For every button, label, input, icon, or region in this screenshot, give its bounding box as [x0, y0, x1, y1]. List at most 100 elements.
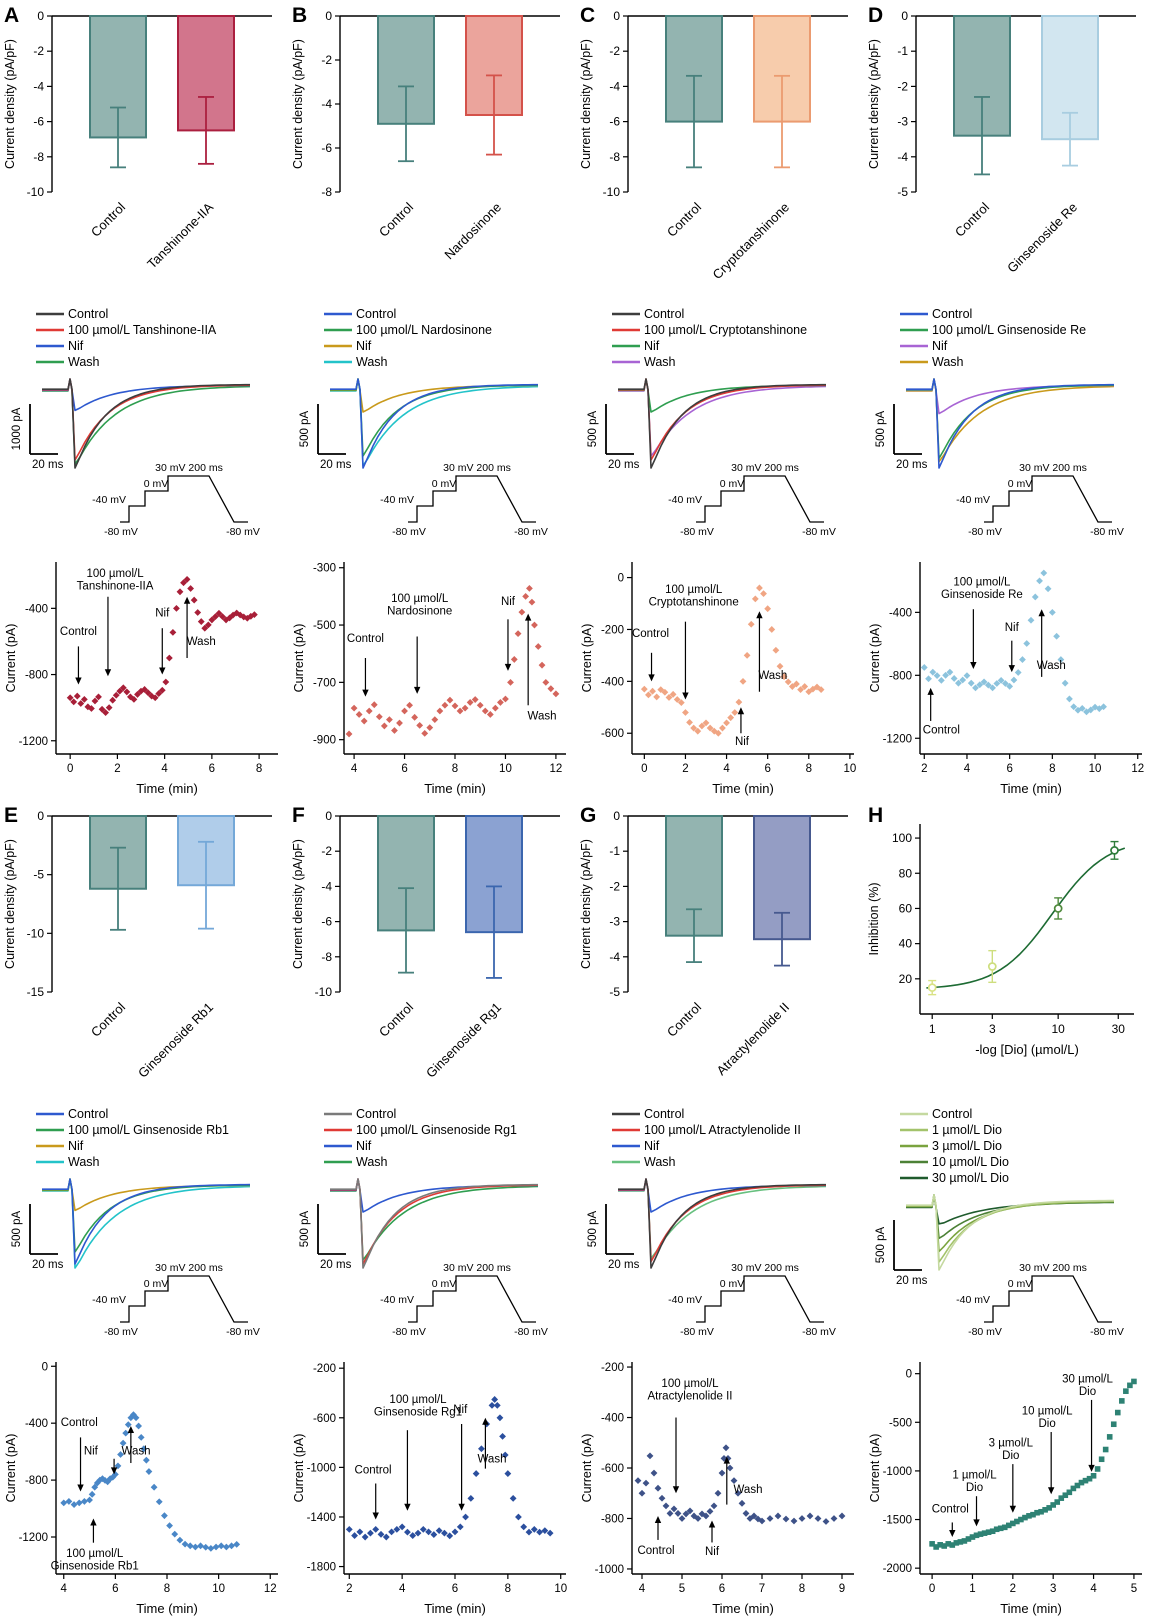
annotation-text: 100 µmol/L Atractylenolide II	[647, 1378, 732, 1403]
annotation-text: 1 µmol/L Dio	[952, 1470, 997, 1495]
svg-text:-40 mV: -40 mV	[668, 1294, 702, 1306]
data-point	[150, 1483, 158, 1491]
svg-text:-1200: -1200	[19, 1532, 48, 1544]
svg-text:30 mV 200 ms: 30 mV 200 ms	[155, 1262, 223, 1274]
data-point	[706, 1508, 714, 1515]
data-point	[678, 1515, 686, 1522]
data-point	[526, 584, 533, 592]
annotation-text: Control	[632, 628, 669, 640]
bar-chart-svg: 0 -1 -2 -3 -4 -5 Current density (pA/pF) Contro…	[579, 809, 848, 1078]
data-point	[1054, 1499, 1061, 1505]
svg-text:8: 8	[505, 1583, 511, 1595]
data-point	[534, 643, 542, 650]
svg-text:Ginsenoside Re: Ginsenoside Re	[1004, 200, 1080, 276]
data-point	[75, 1499, 83, 1507]
svg-text:2: 2	[114, 763, 120, 775]
svg-text:Ginsenoside Rg1: Ginsenoside Rg1	[423, 1000, 504, 1081]
svg-text:3: 3	[1050, 1583, 1056, 1595]
voltage-protocol	[120, 1275, 248, 1323]
data-point	[984, 681, 992, 689]
svg-text:Control: Control	[356, 307, 396, 321]
svg-text:4: 4	[399, 1583, 406, 1595]
data-point	[805, 688, 813, 696]
annotation-text: Control	[932, 1504, 969, 1516]
data-point	[653, 693, 661, 701]
svg-text:-4: -4	[609, 950, 620, 964]
svg-text:Current density (pA/pF): Current density (pA/pF)	[3, 839, 17, 969]
svg-text:100 µmol/L Ginsenoside Rb1: 100 µmol/L Ginsenoside Rb1	[68, 1123, 229, 1137]
data-point	[774, 1512, 782, 1520]
data-point	[350, 704, 358, 712]
data-point	[1048, 608, 1056, 616]
data-point	[105, 704, 113, 712]
data-point	[406, 701, 413, 709]
svg-text:12: 12	[264, 1583, 277, 1595]
data-point	[665, 694, 673, 701]
data-point	[718, 1469, 726, 1477]
data-point	[501, 1451, 509, 1459]
data-point	[456, 707, 464, 715]
svg-text:-800: -800	[601, 1513, 624, 1525]
data-point	[967, 679, 975, 687]
svg-text:12: 12	[1131, 763, 1144, 775]
data-point	[1031, 593, 1039, 601]
svg-text:Current (pA): Current (pA)	[580, 1434, 594, 1503]
data-point	[801, 683, 809, 690]
svg-text:-400: -400	[25, 603, 48, 615]
svg-text:100 µmol/L Nardosinone: 100 µmol/L Nardosinone	[356, 323, 492, 337]
panel-f-bar-chart: 0 -2 -4 -6 -8 -10 Current density (pA/pF) Contr…	[288, 800, 576, 1100]
svg-text:-1: -1	[609, 844, 620, 858]
panel-letter-d: D	[868, 4, 884, 27]
data-point	[148, 692, 156, 700]
data-point	[1036, 577, 1043, 585]
arrow-head	[927, 687, 934, 695]
svg-text:Nif: Nif	[644, 339, 660, 353]
annotation-text: 100 µmol/L Ginsenoside Rg1	[374, 1394, 462, 1419]
timecourse-svg: 0 -400 -800 -1200 4 6 8 10 12 Time (min) Current (…	[4, 1361, 278, 1616]
annotation-text: 30 µmol/L Dio	[1062, 1373, 1113, 1398]
data-point	[830, 1515, 838, 1522]
svg-text:Control: Control	[644, 1107, 684, 1121]
data-point	[957, 1539, 964, 1545]
panel-letter-e: E	[4, 804, 19, 827]
arrow-head	[949, 1530, 956, 1538]
svg-text:Current (pA): Current (pA)	[868, 624, 882, 693]
timecourse-svg: -400 -800 -1200 0 2 4 6 8 Time (min) Current (pA)…	[4, 562, 278, 796]
svg-text:Nardosinone: Nardosinone	[441, 200, 504, 263]
data-point	[370, 701, 378, 709]
svg-text:Current density (pA/pF): Current density (pA/pF)	[579, 839, 593, 969]
svg-text:-700: -700	[313, 677, 336, 689]
svg-text:-80 mV: -80 mV	[104, 1326, 138, 1338]
data-point	[191, 1543, 199, 1551]
data-point	[233, 609, 241, 617]
svg-text:Control: Control	[88, 999, 128, 1039]
data-point	[446, 696, 454, 704]
panel-b-timecourse-chart: -300 -500 -700 -900 4 6 8 10 12 Time (min) Current…	[288, 552, 576, 800]
data-point	[250, 611, 258, 619]
data-point	[937, 1542, 943, 1548]
data-point	[375, 713, 383, 721]
data-point	[240, 613, 248, 621]
svg-text:8: 8	[806, 763, 812, 775]
svg-text:-10: -10	[603, 185, 621, 199]
data-point	[197, 618, 205, 625]
data-point	[542, 678, 550, 686]
data-point	[942, 671, 950, 679]
svg-text:-4: -4	[321, 879, 332, 893]
annotation-text: Control	[923, 725, 960, 737]
annotation-text: Nif	[1005, 622, 1020, 634]
data-point	[356, 1528, 364, 1536]
data-point	[451, 702, 459, 710]
svg-text:0: 0	[906, 1369, 912, 1381]
data-point	[965, 1536, 972, 1542]
data-point	[1006, 1522, 1012, 1529]
svg-text:-400: -400	[889, 607, 912, 619]
data-point	[60, 1499, 68, 1507]
panel-c-bar-chart: 0 -2 -4 -6 -8 -10 Current density (pA/pF) Contr…	[576, 0, 864, 300]
data-point	[91, 697, 99, 705]
data-point	[750, 1512, 758, 1520]
svg-text:4: 4	[1090, 1583, 1097, 1595]
svg-text:-500: -500	[313, 620, 336, 632]
data-point	[941, 1543, 948, 1549]
data-point	[528, 598, 536, 606]
